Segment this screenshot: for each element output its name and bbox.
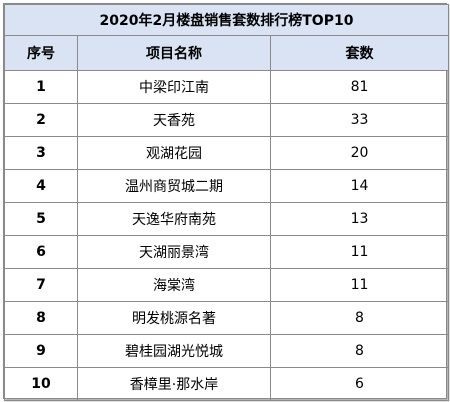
- rank-cell: 10: [4, 367, 78, 401]
- table-row: 6 天湖丽景湾 11: [4, 235, 449, 269]
- units-cell: 8: [270, 301, 449, 335]
- table-row: 10 香樟里·那水岸 6: [4, 367, 449, 401]
- rank-cell: 7: [4, 268, 78, 302]
- project-name-cell: 天湖丽景湾: [77, 235, 271, 269]
- rank-cell: 2: [4, 103, 78, 137]
- project-name-cell: 海棠湾: [77, 268, 271, 302]
- table-title: 2020年2月楼盘销售套数排行榜TOP10: [4, 4, 449, 36]
- table-row: 8 明发桃源名著 8: [4, 301, 449, 335]
- rank-cell: 5: [4, 202, 78, 236]
- project-name-cell: 观湖花园: [77, 136, 271, 170]
- rank-cell: 9: [4, 334, 78, 368]
- units-cell: 20: [270, 136, 449, 170]
- rank-cell: 4: [4, 169, 78, 203]
- table-row: 4 温州商贸城二期 14: [4, 169, 449, 203]
- project-name-cell: 碧桂园湖光悦城: [77, 334, 271, 368]
- units-cell: 11: [270, 235, 449, 269]
- table-row: 9 碧桂园湖光悦城 8: [4, 334, 449, 368]
- table-row: 2 天香苑 33: [4, 103, 449, 137]
- units-cell: 11: [270, 268, 449, 302]
- units-cell: 33: [270, 103, 449, 137]
- column-header-units: 套数: [270, 35, 449, 71]
- project-name-cell: 温州商贸城二期: [77, 169, 271, 203]
- project-name-cell: 香樟里·那水岸: [77, 367, 271, 401]
- title-row: 2020年2月楼盘销售套数排行榜TOP10: [4, 4, 449, 36]
- units-cell: 13: [270, 202, 449, 236]
- units-cell: 81: [270, 70, 449, 104]
- units-cell: 6: [270, 367, 449, 401]
- rank-cell: 1: [4, 70, 78, 104]
- rank-cell: 6: [4, 235, 78, 269]
- units-cell: 14: [270, 169, 449, 203]
- table-row: 7 海棠湾 11: [4, 268, 449, 302]
- header-row: 序号 项目名称 套数: [4, 35, 449, 71]
- project-name-cell: 天逸华府南苑: [77, 202, 271, 236]
- project-name-cell: 天香苑: [77, 103, 271, 137]
- table-row: 5 天逸华府南苑 13: [4, 202, 449, 236]
- table-body: 1 中梁印江南 81 2 天香苑 33 3 观湖花园 20 4 温州商贸城二期 14 5 天逸华府南苑 13…: [4, 70, 449, 401]
- rank-cell: 3: [4, 136, 78, 170]
- table-row: 3 观湖花园 20: [4, 136, 449, 170]
- units-cell: 8: [270, 334, 449, 368]
- table-row: 1 中梁印江南 81: [4, 70, 449, 104]
- ranking-table: 2020年2月楼盘销售套数排行榜TOP10 序号 项目名称 套数 1 中梁印江南 8…: [4, 4, 449, 401]
- column-header-name: 项目名称: [77, 35, 271, 71]
- rank-cell: 8: [4, 301, 78, 335]
- ranking-table-frame: 2020年2月楼盘销售套数排行榜TOP10 序号 项目名称 套数 1 中梁印江南 8…: [3, 3, 449, 401]
- project-name-cell: 明发桃源名著: [77, 301, 271, 335]
- project-name-cell: 中梁印江南: [77, 70, 271, 104]
- column-header-rank: 序号: [4, 35, 78, 71]
